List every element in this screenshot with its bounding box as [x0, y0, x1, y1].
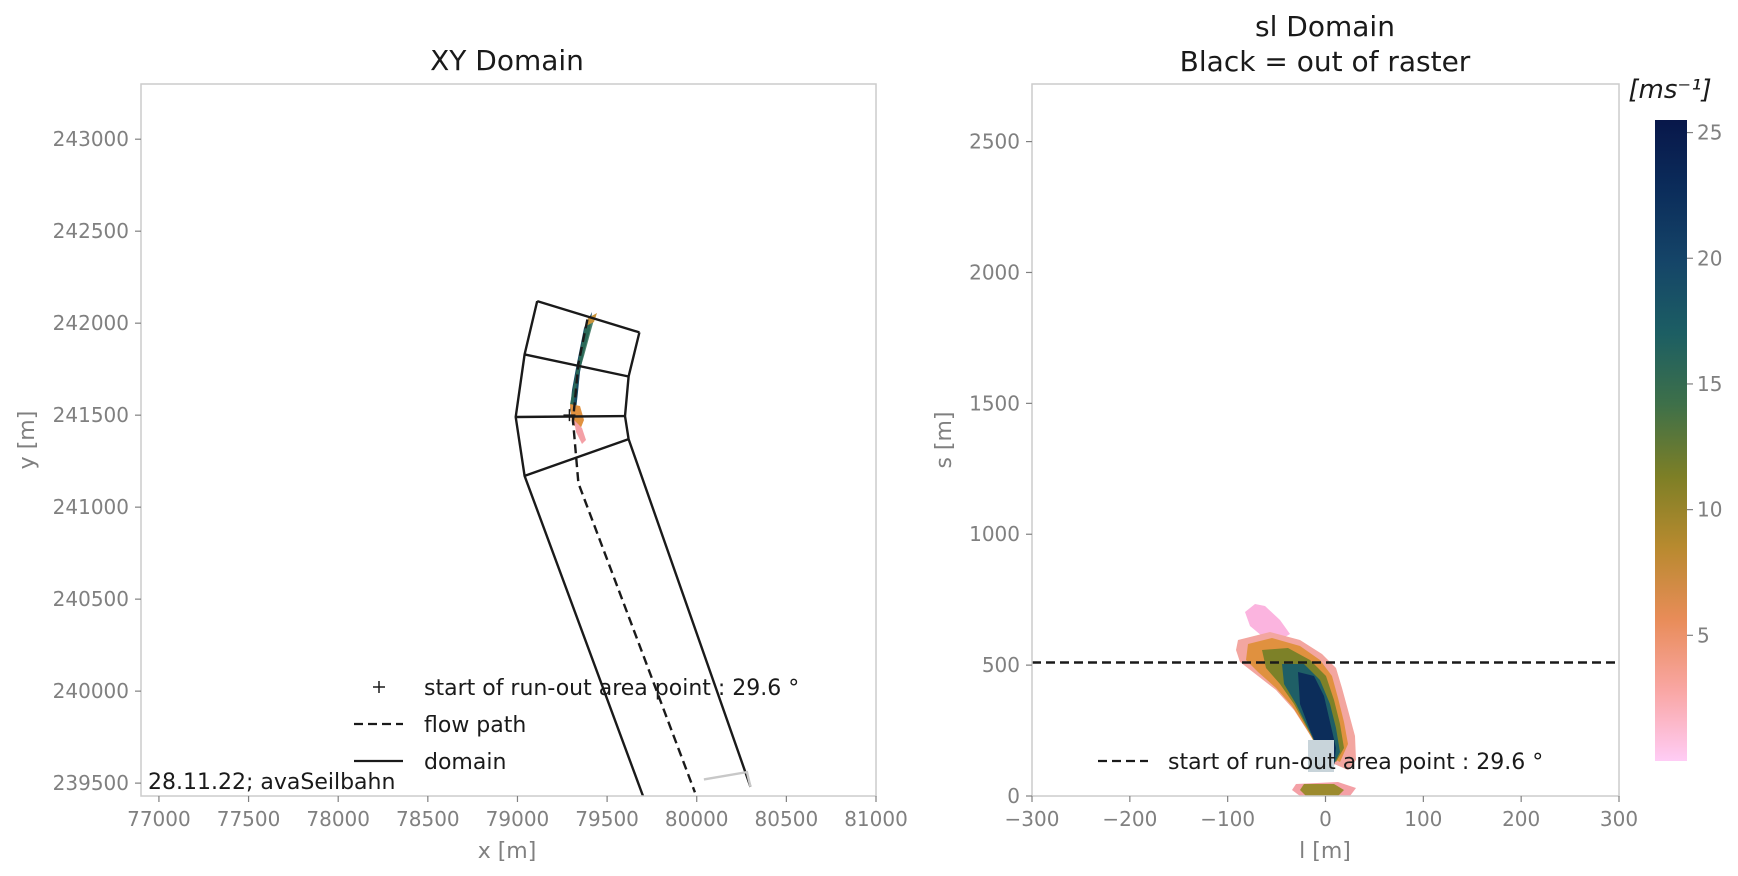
raster-pink-top: [1245, 604, 1290, 640]
y-tick-label: 500: [982, 653, 1020, 677]
xy-chart-title: XY Domain: [430, 44, 584, 77]
xy-domain-panel: XY Domain 77000 77500 78000 78500 79000 79500…: [15, 44, 908, 864]
x-tick-label: 80500: [755, 807, 819, 831]
xy-flow-top: [586, 313, 597, 326]
x-tick-label: 79000: [486, 807, 550, 831]
colorbar-tick-label: 15: [1697, 372, 1722, 396]
x-tick-label: 77500: [217, 807, 281, 831]
colorbar-bar: [1655, 120, 1687, 761]
legend-marker-start-point: [373, 681, 385, 693]
y-tick-label: 239500: [53, 771, 129, 795]
x-tick-label: 78500: [396, 807, 460, 831]
xy-x-axis-label: x [m]: [478, 839, 537, 864]
xy-legend-label-start-point: start of run-out area point : 29.6 °: [424, 676, 799, 701]
sl-chart-title: sl Domain: [1255, 10, 1395, 43]
colorbar-tick-label: 20: [1697, 246, 1722, 270]
sl-x-axis-label: l [m]: [1299, 839, 1351, 864]
x-tick-label: 78000: [306, 807, 370, 831]
sl-velocity-raster: [1236, 604, 1356, 796]
date-annotation: 28.11.22; avaSeilbahn: [148, 770, 395, 795]
x-tick-label: 300: [1600, 807, 1638, 831]
sl-y-axis-label: s [m]: [932, 411, 957, 468]
xy-legend: start of run-out area point : 29.6 ° flo…: [354, 676, 799, 775]
y-tick-label: 2000: [969, 260, 1020, 284]
x-tick-label: −100: [1200, 807, 1255, 831]
xy-lines: [514, 299, 752, 797]
y-tick-label: 243000: [53, 127, 129, 151]
sl-legend: start of run-out area point : 29.6 °: [1098, 750, 1543, 775]
y-tick-label: 241000: [53, 495, 129, 519]
domain-line-2: [515, 414, 626, 419]
x-tick-label: −300: [1005, 807, 1060, 831]
xy-y-axis-label: y [m]: [15, 411, 40, 470]
colorbar-tick-label: 25: [1697, 121, 1722, 145]
domain-line-1: [524, 353, 629, 378]
sl-legend-label-start-point: start of run-out area point : 29.6 °: [1168, 750, 1543, 775]
domain-line-4: [514, 300, 645, 797]
start-point-marker: [563, 409, 576, 422]
y-tick-label: 242000: [53, 311, 129, 335]
colorbar-label: [ms⁻¹]: [1628, 75, 1711, 105]
colorbar-tick-label: 10: [1697, 498, 1722, 522]
x-tick-label: 100: [1404, 807, 1442, 831]
xy-plot-frame: [140, 83, 877, 797]
domain-line-5: [623, 332, 752, 788]
colorbar-ticks: 5 10 15 20 25: [1687, 121, 1722, 647]
sl-domain-panel: sl Domain Black = out of raster −300 −200…: [932, 10, 1722, 864]
sl-x-ticks: −300 −200 −100 0 100 200 300: [1005, 796, 1638, 831]
domain-faded-edge: [703, 770, 752, 788]
domain-line-3: [524, 437, 630, 478]
colorbar-tick-label: 5: [1697, 623, 1710, 647]
y-tick-label: 2500: [969, 130, 1020, 154]
colorbar: 5 10 15 20 25 [ms⁻¹]: [1628, 75, 1722, 761]
xy-flow-mid: [570, 316, 595, 412]
xy-legend-label-flow-path: flow path: [424, 713, 526, 738]
y-tick-label: 1500: [969, 391, 1020, 415]
x-tick-label: 77000: [127, 807, 191, 831]
y-tick-label: 240000: [53, 679, 129, 703]
x-tick-label: 81000: [844, 807, 908, 831]
sl-y-ticks: 0 500 1000 1500 2000 2500: [969, 130, 1032, 808]
flow-path-line: [571, 319, 697, 793]
y-tick-label: 1000: [969, 522, 1020, 546]
y-tick-label: 241500: [53, 403, 129, 427]
sl-chart-subtitle: Black = out of raster: [1180, 45, 1471, 78]
xy-y-ticks: 239500 240000 240500 241000 241500 242000 2425…: [53, 127, 141, 795]
xy-flow-pink: [574, 420, 586, 444]
y-tick-label: 0: [1007, 784, 1020, 808]
xy-legend-label-domain: domain: [424, 750, 506, 775]
raster-grey-patch: [1308, 740, 1334, 772]
x-tick-label: 200: [1502, 807, 1540, 831]
y-tick-label: 240500: [53, 587, 129, 611]
raster-bottom-olive: [1300, 784, 1344, 796]
x-tick-label: −200: [1102, 807, 1157, 831]
x-tick-label: 79500: [575, 807, 639, 831]
domain-line-0: [536, 299, 640, 334]
x-tick-label: 80000: [665, 807, 729, 831]
xy-x-ticks: 77000 77500 78000 78500 79000 79500 80000 80500…: [127, 796, 908, 831]
y-tick-label: 242500: [53, 219, 129, 243]
x-tick-label: 0: [1319, 807, 1332, 831]
